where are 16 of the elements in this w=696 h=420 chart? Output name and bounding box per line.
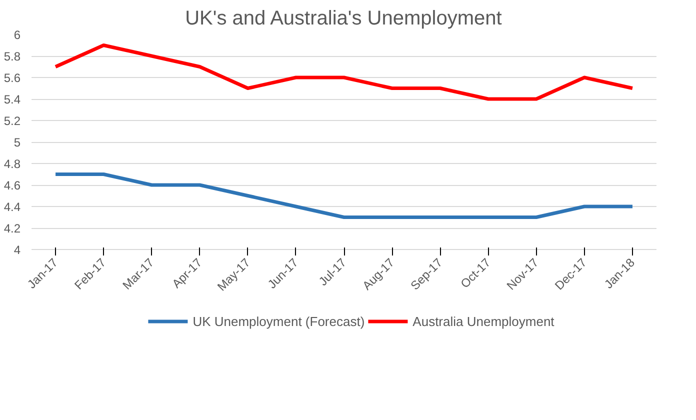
y-tick-label: 4.6	[4, 178, 21, 192]
legend-label: UK Unemployment (Forecast)	[192, 314, 365, 328]
y-tick-label: 5.4	[4, 92, 21, 106]
y-tick-label: 5.8	[4, 50, 21, 64]
y-tick-label: 4.4	[4, 200, 21, 214]
line-series	[54, 44, 634, 101]
y-tick-label: 5	[14, 136, 21, 150]
y-tick-label: 5.6	[4, 71, 21, 85]
y-tick-label: 4	[14, 243, 21, 257]
chart-title: UK's and Australia's Unemployment	[185, 8, 502, 30]
line-series	[54, 172, 634, 219]
y-tick-label: 6	[14, 28, 21, 42]
y-tick-label: 4.2	[4, 222, 21, 236]
y-tick-label: 5.2	[4, 114, 21, 128]
y-tick-label: 4.8	[4, 157, 21, 171]
legend-label: Australia Unemployment	[412, 314, 554, 328]
